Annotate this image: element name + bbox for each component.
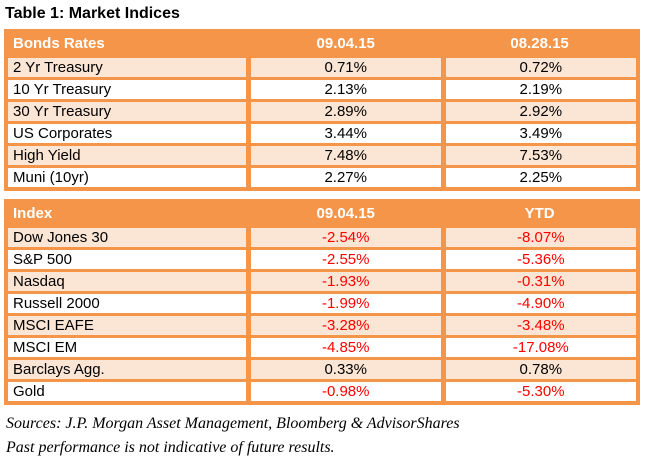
row-value: 0.71% — [245, 55, 444, 79]
disclaimer-note: Past performance is not indicative of fu… — [6, 439, 335, 456]
column-header-date-2: 08.28.15 — [443, 31, 638, 57]
table-row: S&P 500 -2.55% -5.36% — [6, 247, 638, 271]
table-header-row: Index 09.04.15 YTD — [6, 201, 638, 227]
row-value: 2.25% — [440, 165, 638, 189]
table-row: 30 Yr Treasury 2.89% 2.92% — [6, 99, 638, 123]
row-value: -2.55% — [245, 247, 444, 271]
table-row: Dow Jones 30 -2.54% -8.07% — [6, 225, 638, 249]
row-value: 2.92% — [440, 99, 638, 123]
row-value: -4.85% — [245, 335, 444, 359]
table-row: High Yield 7.48% 7.53% — [6, 143, 638, 167]
row-label: US Corporates — [6, 121, 249, 145]
row-label: Muni (10yr) — [6, 165, 249, 189]
table-row: Barclays Agg. 0.33% 0.78% — [6, 357, 638, 381]
table-row: Russell 2000 -1.99% -4.90% — [6, 291, 638, 315]
row-value: -4.90% — [440, 291, 638, 315]
row-value: -3.28% — [245, 313, 444, 337]
column-header-date-1: 09.04.15 — [248, 31, 444, 57]
row-value: 2.13% — [245, 77, 444, 101]
row-label: 10 Yr Treasury — [6, 77, 249, 101]
row-value: -3.48% — [440, 313, 638, 337]
column-header-ytd: YTD — [443, 201, 638, 227]
index-table: Index 09.04.15 YTD Dow Jones 30 -2.54% -8.… — [4, 199, 640, 405]
row-value: -1.99% — [245, 291, 444, 315]
row-value: -1.93% — [245, 269, 444, 293]
row-label: MSCI EAFE — [6, 313, 249, 337]
column-header-date: 09.04.15 — [248, 201, 444, 227]
row-label: 30 Yr Treasury — [6, 99, 249, 123]
row-label: Nasdaq — [6, 269, 249, 293]
row-value: -17.08% — [440, 335, 638, 359]
table-row: 10 Yr Treasury 2.13% 2.19% — [6, 77, 638, 101]
row-value: 2.27% — [245, 165, 444, 189]
table-row: Nasdaq -1.93% -0.31% — [6, 269, 638, 293]
row-label: Dow Jones 30 — [6, 225, 249, 249]
row-value: -2.54% — [245, 225, 444, 249]
column-header-index: Index — [6, 201, 249, 227]
table-header-row: Bonds Rates 09.04.15 08.28.15 — [6, 31, 638, 57]
page-title: Table 1: Market Indices — [5, 5, 180, 22]
row-value: 3.44% — [245, 121, 444, 145]
row-value: 2.19% — [440, 77, 638, 101]
row-value: 2.89% — [245, 99, 444, 123]
table-row: Gold -0.98% -5.30% — [6, 379, 638, 403]
row-value: -5.30% — [440, 379, 638, 403]
row-value: -0.98% — [245, 379, 444, 403]
sources-note: Sources: J.P. Morgan Asset Management, B… — [6, 415, 460, 432]
row-value: 7.53% — [440, 143, 638, 167]
row-value: 7.48% — [245, 143, 444, 167]
row-value: -8.07% — [440, 225, 638, 249]
table-row: MSCI EM -4.85% -17.08% — [6, 335, 638, 359]
row-label: Russell 2000 — [6, 291, 249, 315]
row-label: 2 Yr Treasury — [6, 55, 249, 79]
row-label: S&P 500 — [6, 247, 249, 271]
table-row: MSCI EAFE -3.28% -3.48% — [6, 313, 638, 337]
row-label: Barclays Agg. — [6, 357, 249, 381]
row-label: High Yield — [6, 143, 249, 167]
bonds-rates-table: Bonds Rates 09.04.15 08.28.15 2 Yr Treas… — [4, 29, 640, 191]
footer: Sources: J.P. Morgan Asset Management, B… — [4, 413, 640, 459]
row-value: 0.78% — [440, 357, 638, 381]
row-value: -0.31% — [440, 269, 638, 293]
row-value: 0.33% — [245, 357, 444, 381]
row-value: 3.49% — [440, 121, 638, 145]
table-row: Muni (10yr) 2.27% 2.25% — [6, 165, 638, 189]
column-header-bonds-rates: Bonds Rates — [6, 31, 249, 57]
table-row: 2 Yr Treasury 0.71% 0.72% — [6, 55, 638, 79]
row-value: 0.72% — [440, 55, 638, 79]
table-row: US Corporates 3.44% 3.49% — [6, 121, 638, 145]
row-value: -5.36% — [440, 247, 638, 271]
row-label: MSCI EM — [6, 335, 249, 359]
row-label: Gold — [6, 379, 249, 403]
